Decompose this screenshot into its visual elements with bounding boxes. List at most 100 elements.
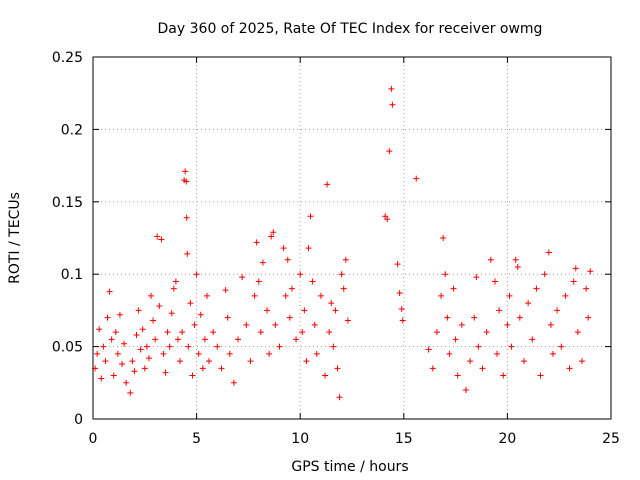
data-point — [473, 274, 480, 281]
data-point — [98, 375, 105, 382]
data-point — [133, 332, 140, 339]
y-tick-label: 0.15 — [52, 195, 83, 211]
data-point — [483, 329, 490, 336]
data-point — [197, 311, 204, 318]
data-point — [201, 336, 208, 343]
data-point — [222, 287, 229, 294]
data-point — [177, 358, 184, 365]
data-point — [309, 278, 316, 285]
x-tick-label: 20 — [498, 431, 516, 447]
data-point — [336, 394, 343, 401]
data-point — [554, 307, 561, 314]
data-point — [218, 365, 225, 372]
data-point — [114, 350, 121, 357]
data-point — [450, 285, 457, 292]
data-point — [572, 265, 579, 272]
chart-title: Day 360 of 2025, Rate Of TEC Index for r… — [158, 21, 543, 37]
data-point — [239, 274, 246, 281]
data-point — [143, 343, 150, 350]
data-point — [311, 321, 318, 328]
data-point — [127, 389, 134, 396]
data-point — [413, 175, 420, 182]
data-point — [324, 181, 331, 188]
data-point — [112, 329, 119, 336]
data-point — [529, 336, 536, 343]
data-point — [458, 321, 465, 328]
data-point — [537, 372, 544, 379]
data-point — [328, 300, 335, 307]
data-point — [183, 178, 190, 185]
data-point — [293, 336, 300, 343]
data-point — [547, 321, 554, 328]
x-tick-label: 5 — [192, 431, 201, 447]
data-point — [462, 387, 469, 394]
data-point — [340, 285, 347, 292]
data-point — [206, 358, 213, 365]
data-point — [399, 317, 406, 324]
data-point — [317, 292, 324, 299]
x-tick-label: 0 — [89, 431, 98, 447]
data-point — [452, 336, 459, 343]
data-point — [102, 358, 109, 365]
data-point — [230, 379, 237, 386]
data-point — [282, 292, 289, 299]
data-point — [121, 340, 128, 347]
data-point — [587, 268, 594, 275]
data-point — [160, 350, 167, 357]
data-point — [322, 372, 329, 379]
data-point — [158, 236, 165, 243]
data-point — [562, 292, 569, 299]
data-point — [183, 214, 190, 221]
data-point — [195, 350, 202, 357]
data-point — [508, 343, 515, 350]
data-point — [270, 229, 277, 236]
data-point — [342, 256, 349, 263]
data-point — [332, 307, 339, 314]
data-point — [243, 321, 250, 328]
data-point — [303, 358, 310, 365]
data-point — [570, 278, 577, 285]
data-point — [145, 355, 152, 362]
data-point — [433, 329, 440, 336]
plot-frame — [92, 56, 612, 420]
data-point — [512, 256, 519, 263]
data-point — [191, 321, 198, 328]
data-point — [585, 314, 592, 321]
data-point — [266, 350, 273, 357]
data-point — [94, 350, 101, 357]
data-point — [199, 365, 206, 372]
data-point — [388, 85, 395, 92]
y-axis-label: ROTI / TECUs — [7, 192, 23, 284]
data-point — [520, 358, 527, 365]
data-point — [516, 314, 523, 321]
data-point — [338, 271, 345, 278]
data-point — [545, 249, 552, 256]
data-point — [226, 350, 233, 357]
data-point — [288, 285, 295, 292]
data-point — [104, 314, 111, 321]
data-point — [574, 329, 581, 336]
data-point — [297, 271, 304, 278]
data-point — [96, 326, 103, 333]
data-point — [330, 343, 337, 350]
data-point — [389, 101, 396, 108]
data-points — [92, 85, 594, 401]
grid-layer — [93, 57, 611, 419]
data-point — [255, 278, 262, 285]
data-point — [334, 365, 341, 372]
x-tick-label: 25 — [602, 431, 620, 447]
data-point — [224, 314, 231, 321]
data-point — [193, 271, 200, 278]
data-point — [108, 336, 115, 343]
data-point — [148, 292, 155, 299]
data-point — [264, 307, 271, 314]
data-point — [305, 245, 312, 252]
data-point — [494, 350, 501, 357]
data-point — [203, 292, 210, 299]
data-point — [514, 263, 521, 270]
data-point — [154, 233, 161, 240]
data-point — [301, 307, 308, 314]
data-point — [184, 250, 191, 257]
data-point — [280, 245, 287, 252]
data-point — [398, 305, 405, 312]
